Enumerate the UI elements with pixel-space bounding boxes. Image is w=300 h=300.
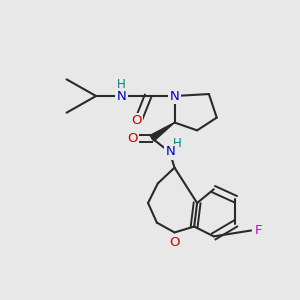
Text: O: O: [169, 236, 180, 249]
Polygon shape: [150, 122, 175, 141]
Text: N: N: [117, 89, 126, 103]
Text: H: H: [173, 136, 182, 150]
Text: N: N: [166, 146, 176, 158]
Text: O: O: [131, 114, 142, 127]
Text: H: H: [117, 78, 126, 91]
Text: N: N: [170, 89, 179, 103]
Text: O: O: [127, 132, 138, 145]
Text: F: F: [255, 224, 263, 237]
